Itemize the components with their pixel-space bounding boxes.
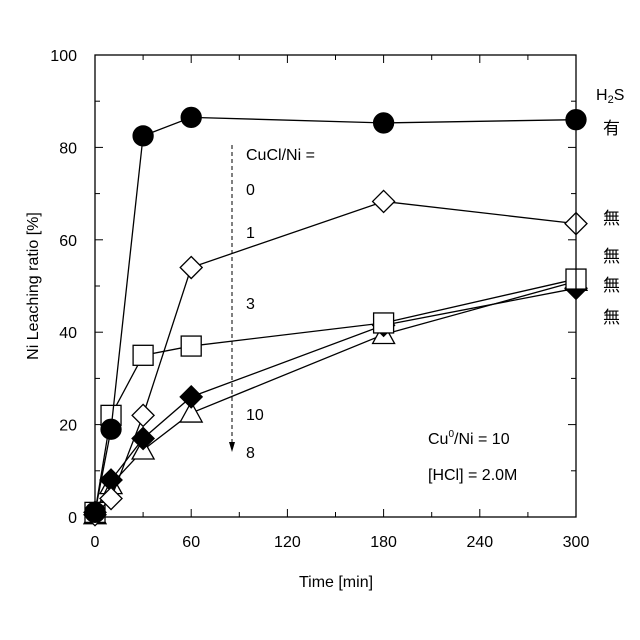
y-tick-label: 40: [59, 325, 77, 342]
series-line: [95, 117, 576, 512]
h2s-label: 無: [603, 308, 620, 327]
svg-text:H2S: H2S: [596, 87, 624, 106]
data-point: [133, 345, 153, 365]
y-tick-label: 20: [59, 418, 77, 435]
h2s-label: 有: [603, 119, 620, 138]
legend-item-10: 10: [246, 407, 264, 424]
h2s-labels: 有無無無無: [603, 119, 620, 327]
x-tick-label: 0: [91, 534, 100, 551]
data-point: [374, 313, 394, 333]
h2s-label: 無: [603, 276, 620, 295]
series-layer: [84, 107, 587, 525]
legend-item-8: 8: [246, 445, 255, 462]
legend-item-1: 1: [246, 225, 255, 242]
y-tick-label: 100: [50, 48, 77, 65]
data-point: [181, 107, 201, 127]
svg-text:Cu0/Ni = 10: Cu0/Ni = 10: [428, 429, 510, 448]
series-0: [85, 107, 586, 522]
series-8: [84, 270, 587, 523]
data-point: [181, 336, 201, 356]
data-point: [133, 126, 153, 146]
h2s-header: H2S: [596, 87, 624, 106]
data-point: [374, 113, 394, 133]
data-point: [373, 190, 395, 212]
h2s-label: 無: [603, 209, 620, 228]
y-axis-label: Ni Leaching ratio [%]: [25, 212, 42, 360]
y-tick-label: 0: [68, 510, 77, 527]
data-point: [132, 404, 154, 426]
x-tick-label: 240: [466, 534, 493, 551]
data-point: [180, 257, 202, 279]
y-tick-label: 60: [59, 233, 77, 250]
legend-arrow-head: [229, 442, 235, 452]
legend-item-3: 3: [246, 296, 255, 313]
data-point: [101, 419, 121, 439]
legend: 0 1 3 10 8: [246, 182, 264, 462]
series-10: [84, 277, 587, 523]
annotation-hcl: [HCl] = 2.0M: [428, 467, 517, 484]
annotation-cu-ratio: Cu0/Ni = 10: [428, 429, 510, 448]
x-axis-label: Time [min]: [299, 574, 373, 591]
y-tick-label: 80: [59, 140, 77, 157]
x-tick-label: 180: [370, 534, 397, 551]
data-point: [132, 427, 154, 449]
x-tick-label: 60: [182, 534, 200, 551]
chart: 060120180240300020406080100 Time [min] N…: [0, 0, 640, 640]
h2s-label: 無: [603, 247, 620, 266]
x-tick-label: 300: [563, 534, 590, 551]
legend-title: CuCl/Ni =: [246, 147, 315, 164]
data-point: [180, 386, 202, 408]
x-tick-label: 120: [274, 534, 301, 551]
legend-item-0: 0: [246, 182, 255, 199]
series-3: [85, 269, 586, 522]
